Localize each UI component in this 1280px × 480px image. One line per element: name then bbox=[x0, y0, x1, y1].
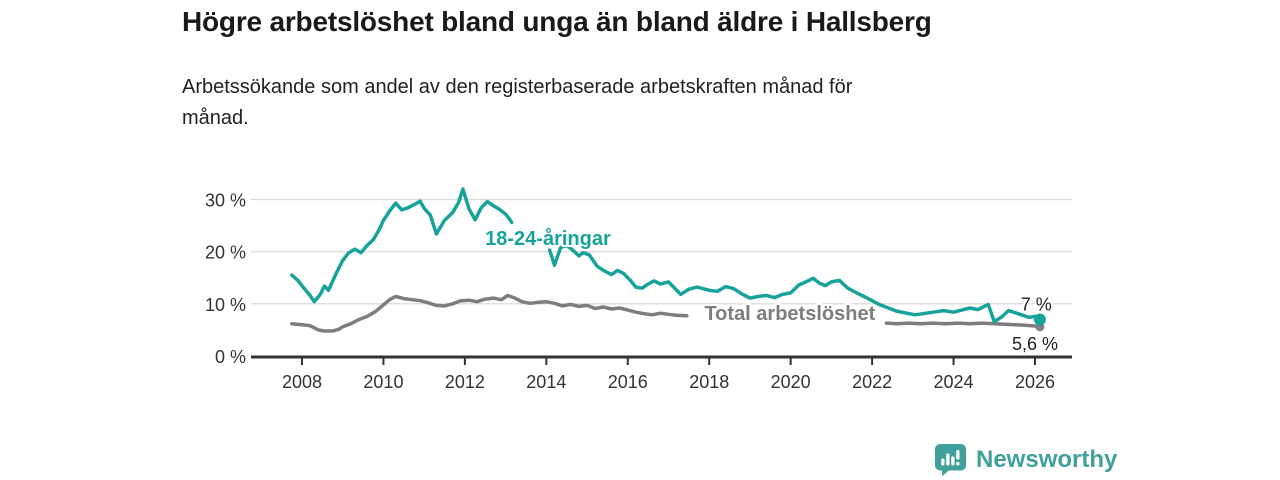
y-tick-label: 20 % bbox=[205, 243, 246, 263]
total-series-label: Total arbetslöshet bbox=[704, 303, 875, 325]
line-chart: 0 % 10 % 20 % 30 % 18-24-åringar Total arbets… bbox=[0, 160, 1280, 405]
total-last-value-label: 5,6 % bbox=[1012, 334, 1058, 354]
x-tick-label: 2014 bbox=[526, 372, 566, 392]
x-tick-label: 2022 bbox=[852, 372, 892, 392]
y-tick-label: 30 % bbox=[205, 190, 246, 210]
x-tick-label: 2026 bbox=[1015, 372, 1055, 392]
chart-subtitle: Arbetssökande som andel av den registerb… bbox=[182, 76, 853, 129]
youth-series-line bbox=[290, 187, 514, 304]
x-tick-label: 2020 bbox=[771, 372, 811, 392]
youth-series-end-dot bbox=[1033, 313, 1046, 326]
brand-footer: Newsworthy bbox=[934, 443, 1117, 477]
chart-svg: 0 % 10 % 20 % 30 % 18-24-åringar Total arbets… bbox=[205, 187, 1072, 392]
youth-last-value-label: 7 % bbox=[1021, 295, 1052, 315]
x-tick-label: 2012 bbox=[445, 372, 485, 392]
y-tick-label: 10 % bbox=[205, 295, 246, 315]
x-tick-label: 2010 bbox=[363, 372, 403, 392]
youth-series-label: 18-24-åringar bbox=[485, 227, 611, 250]
total-series-line bbox=[290, 293, 689, 333]
total-series-line bbox=[884, 321, 1042, 329]
y-tick-label: 0 % bbox=[215, 347, 246, 367]
newsworthy-logo-icon bbox=[935, 444, 966, 477]
x-tick-label: 2008 bbox=[282, 372, 322, 392]
x-tick-label: 2018 bbox=[689, 372, 729, 392]
x-tick-label: 2024 bbox=[934, 372, 974, 392]
brand-name: Newsworthy bbox=[976, 446, 1118, 473]
chart-title: Högre arbetslöshet bland unga än bland ä… bbox=[182, 6, 932, 37]
x-tick-label: 2016 bbox=[608, 372, 648, 392]
youth-series-line bbox=[547, 243, 1042, 324]
